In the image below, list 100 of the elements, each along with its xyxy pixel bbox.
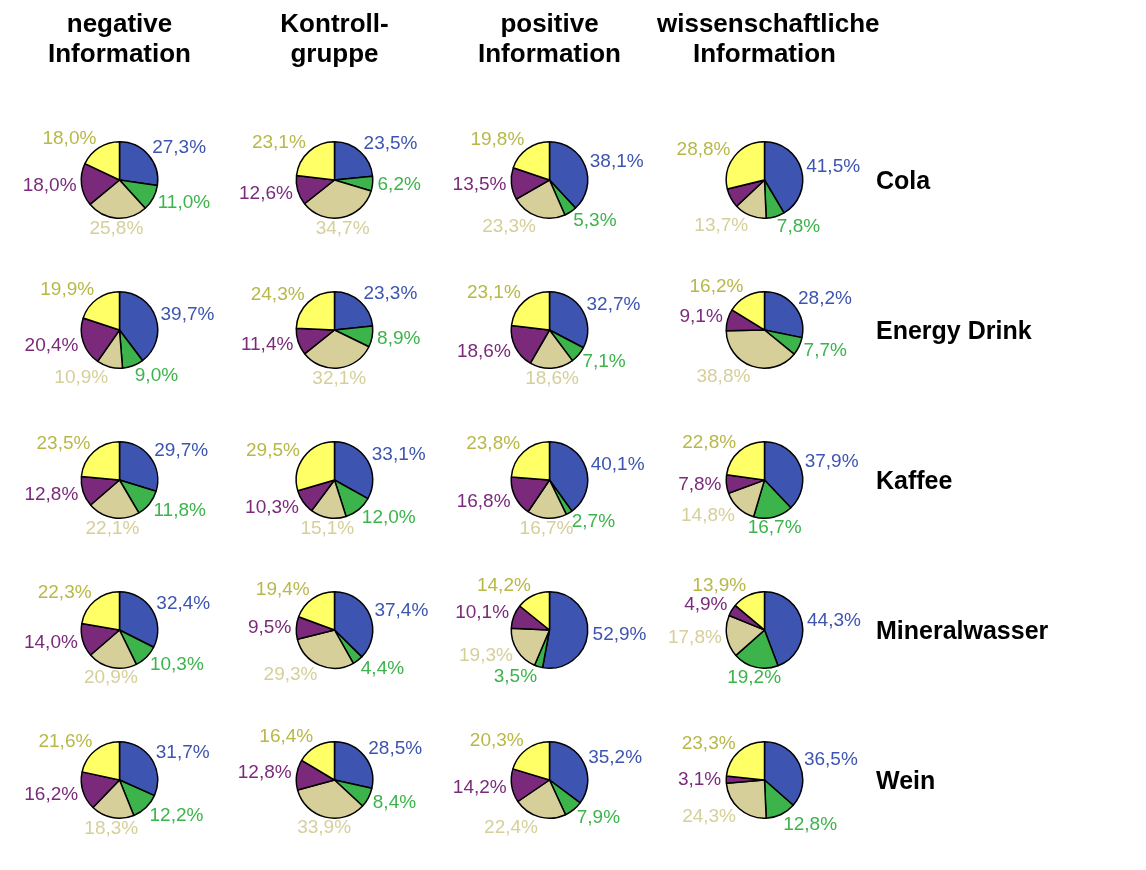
data-label: 28,2%: [798, 287, 852, 309]
data-label: 9,1%: [679, 305, 723, 327]
data-label: 6,2%: [377, 173, 421, 195]
data-label: 16,7%: [519, 517, 574, 539]
data-label: 29,3%: [263, 663, 318, 685]
data-label: 23,1%: [466, 281, 521, 303]
data-label: 32,7%: [586, 292, 641, 314]
data-label: 16,2%: [689, 275, 744, 297]
data-label: 14,8%: [681, 504, 735, 526]
data-label: 52,9%: [592, 622, 647, 644]
data-label: 29,5%: [246, 438, 301, 460]
data-label: 33,9%: [297, 816, 352, 838]
data-label: 19,3%: [459, 644, 514, 666]
data-label: 14,2%: [452, 775, 507, 797]
data-label: 40,1%: [590, 453, 645, 475]
data-label: 12,8%: [237, 761, 292, 783]
data-label: 44,3%: [807, 609, 862, 631]
data-label: 24,3%: [682, 805, 737, 827]
data-label: 23,8%: [466, 432, 521, 454]
data-label: 10,1%: [455, 600, 510, 622]
data-label: 11,8%: [153, 498, 207, 520]
data-label: 7,8%: [678, 473, 722, 495]
data-label: 9,5%: [248, 615, 292, 637]
data-label: 32,4%: [156, 592, 211, 614]
data-label: 22,3%: [37, 580, 92, 602]
data-label: 32,1%: [312, 367, 367, 389]
data-label: 17,8%: [667, 626, 722, 648]
data-label: 41,5%: [806, 155, 861, 177]
chart-title: Kontroll- gruppe: [279, 8, 390, 68]
data-label: 18,0%: [42, 126, 97, 148]
data-label: 16,2%: [24, 782, 79, 804]
data-label: 12,6%: [239, 181, 293, 203]
data-label: 5,3%: [573, 209, 617, 231]
data-label: 27,3%: [152, 135, 207, 157]
data-label: 21,6%: [38, 729, 93, 751]
data-label: 19,4%: [255, 577, 310, 599]
data-label: 38,8%: [696, 364, 751, 386]
data-label: 22,4%: [484, 815, 539, 837]
data-label: 20,9%: [83, 666, 138, 688]
data-label: 7,1%: [582, 350, 626, 372]
data-label: 19,2%: [727, 666, 782, 688]
chart-title: negative Information: [47, 8, 192, 68]
data-label: 12,0%: [361, 506, 416, 528]
data-label: 19,8%: [470, 128, 525, 150]
text: Wein: [876, 765, 936, 795]
data-label: 16,4%: [259, 725, 314, 747]
data-label: 7,8%: [776, 215, 821, 237]
data-label: 7,9%: [576, 806, 621, 828]
data-label: 14,0%: [23, 631, 78, 653]
data-label: 4,4%: [360, 657, 405, 679]
data-label: 18,0%: [22, 174, 77, 196]
data-label: 3,1%: [677, 767, 722, 789]
data-label: 23,3%: [482, 215, 537, 237]
data-label: 36,5%: [803, 747, 858, 769]
data-label: 28,8%: [676, 137, 731, 159]
data-label: 12,2%: [149, 803, 204, 825]
data-label: 39,7%: [160, 302, 215, 324]
data-label: 25,8%: [89, 217, 144, 239]
data-label: 23,3%: [363, 281, 418, 303]
data-label: 11,0%: [157, 191, 211, 213]
chart-title: wissenschaftliche Information: [657, 8, 880, 68]
text: Mineralwasser: [876, 615, 1049, 645]
data-label: 20,4%: [24, 333, 79, 355]
data-label: 31,7%: [155, 741, 210, 763]
data-label: 13,5%: [452, 173, 507, 195]
data-label: 20,3%: [469, 728, 524, 750]
data-label: 22,1%: [85, 516, 140, 538]
data-label: 3,5%: [493, 665, 538, 687]
data-label: 18,6%: [525, 367, 580, 389]
data-label: 10,3%: [245, 496, 300, 518]
data-label: 34,7%: [315, 216, 370, 238]
data-label: 10,3%: [149, 653, 204, 675]
data-label: 22,8%: [682, 431, 737, 453]
data-label: 29,7%: [154, 438, 209, 460]
data-label: 9,0%: [134, 364, 179, 386]
text: Cola: [876, 165, 931, 195]
data-label: 13,9%: [692, 573, 747, 595]
text: Kaffee: [876, 465, 953, 495]
data-label: 19,9%: [40, 278, 95, 300]
data-label: 23,1%: [251, 131, 306, 153]
data-label: 15,1%: [300, 516, 355, 538]
data-label: 7,7%: [803, 339, 847, 361]
data-label: 8,9%: [377, 326, 421, 348]
data-label: 37,4%: [374, 599, 429, 621]
data-label: 14,2%: [476, 573, 531, 595]
text: Energy Drink: [876, 315, 1032, 345]
data-label: 24,3%: [250, 282, 305, 304]
data-label: 18,3%: [84, 816, 139, 838]
data-label: 16,7%: [747, 516, 802, 538]
data-label: 28,5%: [368, 737, 423, 759]
data-label: 23,3%: [681, 731, 736, 753]
data-label: 35,2%: [588, 746, 643, 768]
data-label: 16,8%: [456, 489, 511, 511]
data-label: 8,4%: [372, 791, 417, 813]
data-label: 10,9%: [54, 365, 109, 387]
data-label: 18,6%: [456, 340, 511, 362]
data-label: 11,4%: [240, 333, 294, 355]
data-label: 12,8%: [783, 812, 838, 834]
data-label: 38,1%: [589, 150, 644, 172]
data-label: 13,7%: [694, 213, 749, 235]
